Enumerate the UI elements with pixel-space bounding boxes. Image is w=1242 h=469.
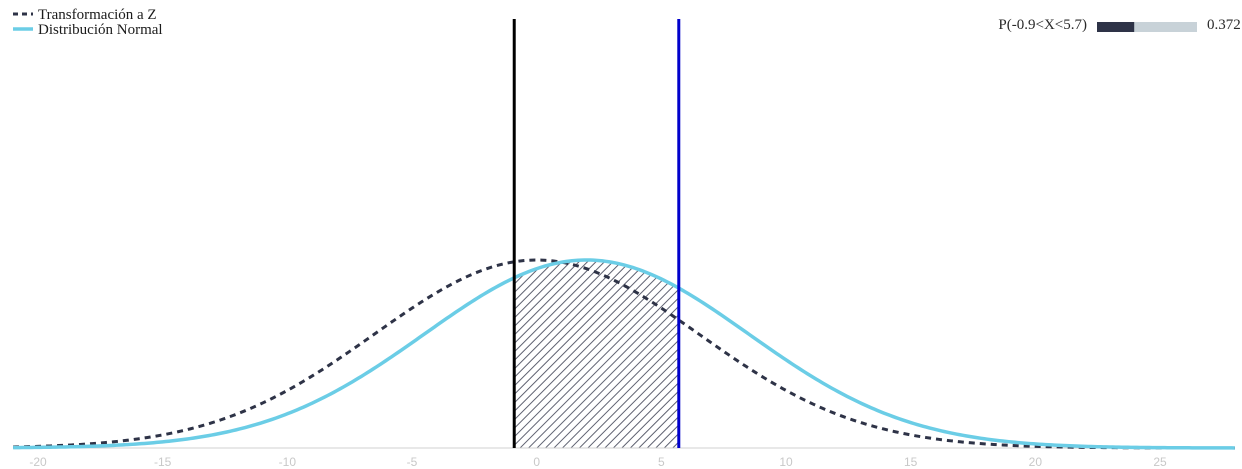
probability-label: P(-0.9<X<5.7) <box>998 17 1087 33</box>
x-tick-label: 10 <box>779 455 793 469</box>
x-tick-label: 25 <box>1153 455 1167 469</box>
probability-readout: P(-0.9<X<5.7) 0.372 <box>998 17 1240 33</box>
probability-bar-track <box>1097 22 1197 32</box>
x-tick-label: 20 <box>1029 455 1043 469</box>
x-tick-label: -10 <box>279 455 297 469</box>
x-tick-label: -20 <box>29 455 47 469</box>
probability-bar-fill <box>1097 22 1135 32</box>
probability-value: 0.372 <box>1207 17 1241 33</box>
probability-shaded-area <box>514 260 679 448</box>
x-axis-ticks: -20 -15 -10 -5 0 5 10 15 20 25 <box>29 455 1167 469</box>
x-tick-label: -5 <box>407 455 418 469</box>
x-tick-label: -15 <box>154 455 172 469</box>
x-tick-label: 0 <box>533 455 540 469</box>
legend: Transformación a Z Distribución Normal <box>13 7 163 38</box>
normal-distribution-curve <box>13 258 1235 450</box>
x-tick-label: 5 <box>658 455 665 469</box>
legend-label-normal: Distribución Normal <box>38 22 163 38</box>
z-transform-curve <box>13 258 1235 450</box>
legend-label-z-transform: Transformación a Z <box>38 7 157 23</box>
x-tick-label: 15 <box>904 455 918 469</box>
